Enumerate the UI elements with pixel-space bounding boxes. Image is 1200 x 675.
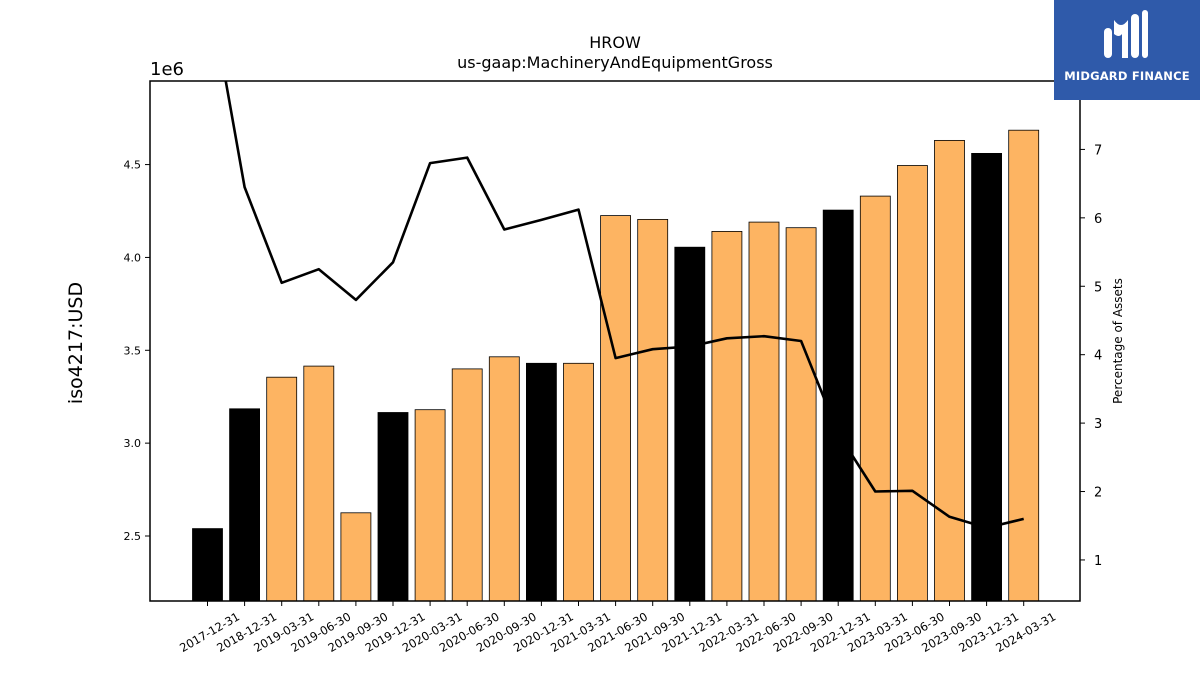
bar-2019-06-30 xyxy=(303,365,335,602)
bar-2021-12-31 xyxy=(674,246,706,602)
bar-2018-12-31 xyxy=(229,408,261,602)
chart-title: HROW xyxy=(589,33,641,52)
bar-2022-09-30 xyxy=(785,227,817,602)
y-axis-label: iso4217:USD xyxy=(65,282,87,404)
bar-2023-06-30 xyxy=(897,165,928,602)
bar-2019-12-31 xyxy=(377,412,409,602)
bar-2021-09-30 xyxy=(637,218,669,602)
y-tick-label: 3.0 xyxy=(124,437,142,450)
plot-frame xyxy=(149,80,1081,602)
bar-2023-12-31 xyxy=(971,152,1002,602)
bar-2019-09-30 xyxy=(340,512,372,602)
bar-2020-12-31 xyxy=(526,362,557,602)
y-tick-label: 4.0 xyxy=(124,251,142,264)
y-axis-multiplier: 1e6 xyxy=(150,59,184,80)
y2-tick-label: 5 xyxy=(1094,280,1102,295)
bar-2024-03-31 xyxy=(1008,129,1040,602)
y-tick-label: 3.5 xyxy=(124,344,142,357)
bar-2022-03-31 xyxy=(711,230,743,602)
y2-tick-label: 1 xyxy=(1094,554,1102,569)
y2-axis-label: Percentage of Assets xyxy=(1111,278,1125,404)
y-tick-label: 2.5 xyxy=(124,530,142,543)
bar-2020-03-31 xyxy=(414,409,446,602)
bar-2023-09-30 xyxy=(934,139,965,602)
midgard-logo-icon xyxy=(1104,10,1148,58)
series-line-percentage-of-assets xyxy=(224,81,1025,530)
bar-2022-06-30 xyxy=(748,221,780,602)
bar-2017-12-31 xyxy=(192,528,223,602)
bar-2019-03-31 xyxy=(266,376,298,602)
y2-tick-label: 4 xyxy=(1094,349,1102,364)
y2-tick-label: 3 xyxy=(1094,417,1102,432)
bar-2020-09-30 xyxy=(488,356,520,602)
y2-tick-label: 2 xyxy=(1094,486,1102,501)
bar-2023-03-31 xyxy=(859,195,891,602)
y-tick-label: 4.5 xyxy=(124,159,142,172)
y2-tick-label: 7 xyxy=(1094,143,1102,158)
brand-name: MIDGARD FINANCE xyxy=(1064,69,1190,83)
bar-2021-03-31 xyxy=(563,362,594,602)
bar-2021-06-30 xyxy=(600,215,631,602)
bar-2020-06-30 xyxy=(451,368,483,602)
brand-logo: MIDGARD FINANCE xyxy=(1054,0,1200,100)
y2-tick-label: 6 xyxy=(1094,212,1102,227)
chart-subtitle: us-gaap:MachineryAndEquipmentGross xyxy=(457,53,773,72)
